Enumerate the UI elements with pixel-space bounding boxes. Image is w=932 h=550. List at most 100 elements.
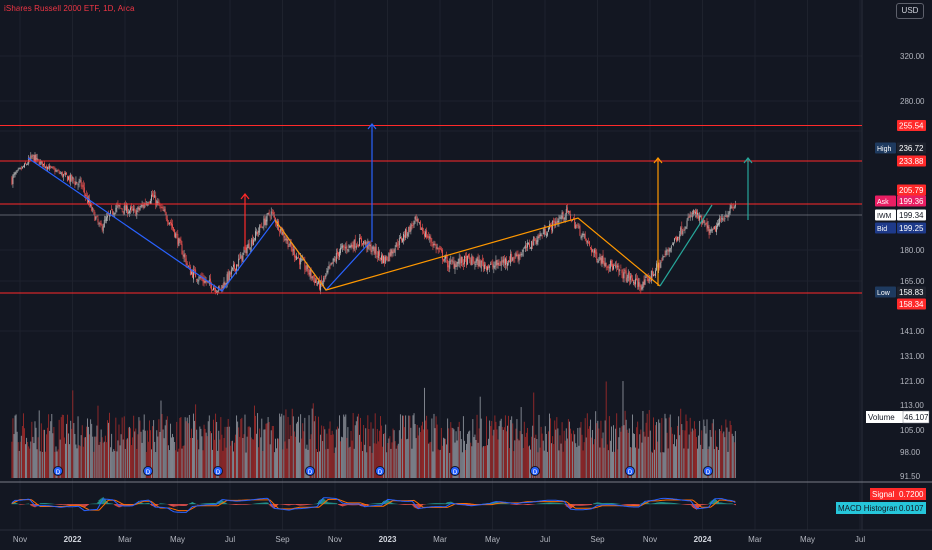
volume-bar bbox=[353, 448, 355, 478]
macd-hist-bar bbox=[403, 504, 404, 505]
macd-hist-bar bbox=[560, 503, 562, 505]
x-tick-label: Jul bbox=[540, 535, 550, 544]
candle-body bbox=[365, 241, 367, 245]
macd-hist-bar bbox=[691, 504, 693, 508]
volume-bar bbox=[427, 429, 429, 478]
volume-bar bbox=[214, 439, 215, 478]
volume-bar bbox=[494, 415, 496, 478]
volume-bar bbox=[675, 446, 676, 478]
macd-hist-bar bbox=[71, 504, 73, 506]
volume-bar bbox=[42, 429, 44, 478]
macd-hist-bar bbox=[145, 503, 147, 505]
macd-hist-bar bbox=[98, 500, 100, 505]
macd-hist-bar bbox=[171, 504, 172, 507]
macd-hist-bar bbox=[48, 503, 50, 505]
volume-bar bbox=[330, 434, 332, 478]
volume-bar bbox=[205, 432, 207, 478]
candle-body bbox=[76, 182, 78, 184]
volume-bar bbox=[340, 441, 341, 478]
macd-hist-bar bbox=[513, 504, 515, 505]
macd-hist-bar bbox=[495, 501, 497, 505]
macd-hist-bar bbox=[287, 504, 289, 506]
candle-body bbox=[71, 174, 73, 181]
macd-hist-bar bbox=[660, 502, 662, 505]
candle-body bbox=[426, 230, 428, 238]
macd-hist-bar bbox=[646, 502, 648, 505]
volume-bar bbox=[524, 436, 526, 478]
volume-bar bbox=[211, 449, 213, 478]
candle-body bbox=[502, 259, 504, 263]
candle-body bbox=[371, 250, 373, 252]
volume-bar bbox=[570, 428, 571, 478]
candle-body bbox=[297, 257, 298, 259]
volume-bar bbox=[718, 449, 719, 478]
candle-body bbox=[58, 171, 60, 173]
macd-hist-bar bbox=[180, 504, 182, 506]
volume-bar bbox=[397, 443, 399, 478]
volume-bar bbox=[286, 448, 288, 478]
candle-body bbox=[69, 176, 71, 182]
candle-body bbox=[607, 266, 609, 269]
candle-body bbox=[467, 255, 469, 265]
macd-hist-bar bbox=[242, 504, 244, 505]
macd-hist-bar bbox=[292, 504, 294, 505]
candle-body bbox=[728, 212, 730, 216]
volume-bar bbox=[348, 447, 350, 478]
macd-hist-bar bbox=[421, 504, 423, 506]
volume-bar bbox=[342, 437, 344, 478]
candle-body bbox=[335, 253, 337, 262]
volume-bar bbox=[584, 418, 586, 478]
candle-body bbox=[583, 234, 585, 235]
macd-hist-bar bbox=[576, 504, 578, 506]
candle-body bbox=[48, 166, 50, 170]
candle-body bbox=[545, 234, 547, 237]
event-marker: D bbox=[53, 466, 63, 476]
candle-body bbox=[441, 249, 443, 260]
currency-button[interactable]: USD bbox=[896, 3, 924, 19]
volume-bar bbox=[616, 413, 618, 478]
volume-bar bbox=[676, 439, 677, 478]
macd-hist-bar bbox=[168, 504, 170, 506]
candle-body bbox=[293, 249, 295, 258]
candle-body bbox=[30, 155, 32, 161]
candle-body bbox=[55, 170, 57, 172]
volume-bar bbox=[477, 442, 479, 478]
macd-hist-bar bbox=[202, 503, 204, 505]
price-tag: 205.79 bbox=[897, 184, 926, 196]
macd-hist-bar bbox=[448, 502, 450, 505]
candle-body bbox=[453, 261, 455, 268]
candle-body bbox=[363, 241, 365, 244]
volume-bar bbox=[11, 441, 13, 478]
volume-bar bbox=[556, 417, 558, 478]
candle-body bbox=[538, 235, 540, 239]
price-tag: 233.88 bbox=[897, 155, 926, 167]
macd-hist-bar bbox=[733, 504, 735, 505]
volume-bar bbox=[91, 423, 93, 478]
candle-body bbox=[47, 166, 49, 170]
candle-body bbox=[698, 214, 700, 219]
volume-bar bbox=[147, 441, 149, 478]
volume-bar bbox=[313, 421, 315, 478]
candle-body bbox=[49, 165, 51, 169]
volume-bar bbox=[409, 415, 411, 478]
volume-bar bbox=[290, 435, 292, 478]
macd-hist-bar bbox=[531, 504, 533, 505]
candle-body bbox=[452, 261, 454, 263]
volume-bar bbox=[180, 417, 182, 478]
macd-hist-bar bbox=[677, 503, 679, 505]
volume-bar bbox=[609, 440, 611, 478]
macd-hist-bar bbox=[430, 503, 432, 505]
candle-body bbox=[313, 276, 315, 283]
volume-bar bbox=[365, 428, 367, 478]
volume-bar bbox=[520, 407, 522, 478]
volume-bar bbox=[221, 434, 223, 478]
volume-bar bbox=[14, 415, 16, 478]
volume-bar bbox=[200, 428, 202, 478]
candle-body bbox=[660, 261, 662, 268]
price-tag-value: 158.83 bbox=[899, 288, 924, 297]
volume-bar bbox=[249, 427, 251, 478]
volume-bar bbox=[187, 423, 189, 478]
macd-hist-bar bbox=[122, 504, 124, 506]
macd-hist-bar bbox=[709, 501, 711, 505]
volume-bar bbox=[321, 425, 323, 478]
